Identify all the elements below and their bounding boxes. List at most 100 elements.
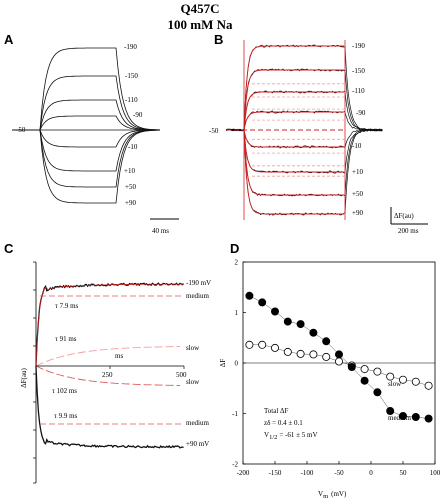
x-tick-label: -50 xyxy=(334,469,344,477)
component-label: medium xyxy=(186,419,209,427)
tau-label: τ 7.9 ms xyxy=(55,302,79,310)
slow-component-curve xyxy=(35,365,181,386)
slow-point xyxy=(424,381,433,390)
panel-c-tick-label: 250 xyxy=(102,371,113,379)
x-tick-label: -100 xyxy=(301,469,314,477)
fit-curve xyxy=(243,91,344,131)
fit-curve xyxy=(243,69,344,131)
bottom-trace xyxy=(35,366,184,449)
fluorescence-trace xyxy=(12,129,160,172)
xlabel-unit: (mV) xyxy=(331,490,347,498)
slow-point xyxy=(411,377,420,386)
top-fit xyxy=(35,283,184,367)
medium-point xyxy=(322,337,331,346)
voltage-label: +10 xyxy=(352,168,363,176)
tau-label: τ 102 ms xyxy=(52,387,77,395)
panel-c-top-trace-label: -190 mV xyxy=(186,279,211,287)
fluorescence-trace xyxy=(12,129,160,188)
panel-b-scalebar-y-label: ΔF(au) xyxy=(394,212,414,220)
voltage-label: -110 xyxy=(125,96,138,104)
panel-d-points xyxy=(245,291,433,423)
voltage-label: +90 xyxy=(125,199,136,207)
panel-a: A -50 -190 -150 -110 -90 -10 +10 +50 +90… xyxy=(4,32,179,235)
medium-point xyxy=(296,320,305,329)
annotation-line: zδ = 0.4 ± 0.1 xyxy=(264,419,303,427)
voltage-label: -150 xyxy=(125,72,138,80)
medium-point xyxy=(283,317,292,326)
panel-c-y-ticks xyxy=(33,261,36,484)
voltage-label: +50 xyxy=(352,190,363,198)
component-label: slow xyxy=(186,378,200,386)
voltage-label: -10 xyxy=(128,143,138,151)
fit-curve xyxy=(243,45,344,131)
x-tick-label: -200 xyxy=(237,469,250,477)
panel-c-traces xyxy=(35,282,185,449)
x-tick-label: 100 xyxy=(430,469,441,477)
panel-c-ylabel: ΔF(au) xyxy=(20,368,28,388)
figure-subtitle: 100 mM Na xyxy=(168,17,233,32)
medium-point xyxy=(334,350,343,359)
x-tick-label: -150 xyxy=(269,469,282,477)
panel-b-scalebar-x-label: 200 ms xyxy=(398,227,419,235)
fluorescence-trace xyxy=(225,68,383,132)
medium-point xyxy=(258,298,267,307)
panel-a-label: A xyxy=(4,32,14,47)
tau-label: τ 91 ms xyxy=(55,335,77,343)
slow-point xyxy=(322,352,331,361)
voltage-label: -110 xyxy=(352,87,365,95)
y-tick-label: 0 xyxy=(235,360,239,368)
voltage-label: -90 xyxy=(356,109,366,117)
medium-point xyxy=(398,411,407,420)
slow-point xyxy=(309,350,318,359)
voltage-label: -190 xyxy=(352,42,365,50)
panel-a-scalebar-label: 40 ms xyxy=(152,227,169,235)
slow-point xyxy=(296,349,305,358)
voltage-label: -190 xyxy=(124,43,137,51)
slow-point xyxy=(373,367,382,376)
voltage-label: +10 xyxy=(124,167,135,175)
slow-point xyxy=(360,365,369,374)
panel-b-holding-label: -50 xyxy=(209,127,219,135)
panel-b-voltage-labels: -190 -150 -110 -90 -10 +10 +50 +90 xyxy=(352,42,366,217)
medium-point xyxy=(373,388,382,397)
panel-c-tick-label: 500 xyxy=(176,371,187,379)
medium-point xyxy=(270,307,279,316)
panel-a-traces xyxy=(12,47,161,204)
fit-curve xyxy=(243,111,344,131)
medium-point xyxy=(360,376,369,385)
medium-point xyxy=(347,362,356,371)
voltage-label: +90 xyxy=(352,209,363,217)
annotation-value: = -61 ± 5 mV xyxy=(279,431,317,439)
fit-curve xyxy=(243,129,344,196)
y-tick-label: 2 xyxy=(235,259,239,267)
medium-point xyxy=(386,406,395,415)
fluorescence-trace xyxy=(12,115,160,131)
figure-title: Q457C xyxy=(181,1,220,16)
fluorescence-trace xyxy=(12,75,160,131)
y-tick-label: 1 xyxy=(235,309,239,317)
slow-point xyxy=(270,343,279,352)
medium-point xyxy=(411,412,420,421)
annotation-line: Total ΔF xyxy=(264,407,289,415)
y-tick-label: -2 xyxy=(232,461,238,469)
medium-point xyxy=(424,414,433,423)
annotation-sub: 1/2 xyxy=(269,434,277,441)
series-label-medium: medium xyxy=(388,414,411,422)
xlabel-main: V xyxy=(318,490,323,498)
panel-b-traces xyxy=(225,40,383,220)
voltage-label: +50 xyxy=(125,183,136,191)
panel-c-label: C xyxy=(4,241,14,256)
medium-point xyxy=(245,291,254,300)
x-tick-label: 50 xyxy=(400,469,408,477)
tau-label: τ 9.9 ms xyxy=(54,412,78,420)
slow-point xyxy=(398,375,407,384)
panel-c: C ΔF(au) ms 250 500 -190 mV medium slow … xyxy=(4,241,211,484)
fluorescence-trace xyxy=(225,128,383,174)
fluorescence-trace xyxy=(12,99,160,131)
y-tick-label: -1 xyxy=(232,410,238,418)
annotation-line: V1/2 = -61 ± 5 mV xyxy=(264,431,318,441)
annotation-v: V xyxy=(264,431,269,439)
top-trace xyxy=(35,282,185,366)
x-tick-label: 0 xyxy=(369,469,373,477)
